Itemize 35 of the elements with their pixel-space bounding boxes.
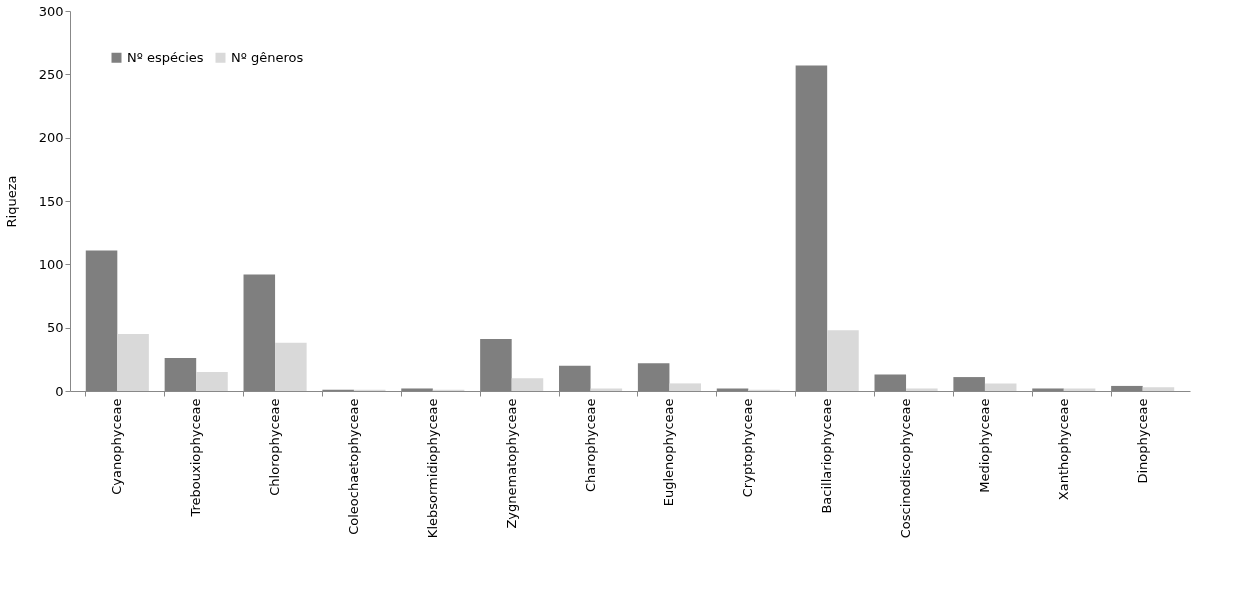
bar bbox=[196, 372, 228, 391]
x-tick-label: Klebsormidiophyceae bbox=[424, 398, 440, 539]
x-tick-label: Coleochaetophyceae bbox=[345, 398, 361, 535]
x-tick-label: Mediophyceae bbox=[976, 398, 992, 493]
x-tick-label: Bacillariophyceae bbox=[819, 398, 835, 514]
y-tick-label: 250 bbox=[38, 66, 64, 82]
y-tick-label: 50 bbox=[46, 320, 64, 336]
bar bbox=[827, 330, 859, 391]
x-tick-label: Euglenophyceae bbox=[661, 398, 677, 507]
legend-label: Nº gêneros bbox=[231, 49, 304, 65]
bar bbox=[511, 378, 544, 391]
y-tick-label: 0 bbox=[55, 383, 64, 399]
bar bbox=[906, 388, 938, 391]
y-tick-label: 300 bbox=[38, 3, 64, 19]
x-tick-label: Coscinodiscophyceae bbox=[898, 398, 914, 539]
y-tick-label: 100 bbox=[38, 256, 64, 272]
x-tick-label: Trebouxiophyceae bbox=[188, 398, 204, 518]
y-axis-title: Riqueza bbox=[3, 175, 19, 228]
x-tick-label: Xanthophyceae bbox=[1055, 398, 1071, 501]
legend-label: Nº espécies bbox=[127, 49, 204, 65]
y-tick-label: 200 bbox=[38, 130, 64, 146]
x-tick-label: Dinophyceae bbox=[1134, 398, 1150, 484]
x-tick-label: Zygnematophyceae bbox=[503, 398, 519, 529]
bar bbox=[117, 334, 149, 391]
y-tick-label: 150 bbox=[38, 193, 64, 209]
bar bbox=[984, 383, 1017, 391]
x-tick-label: Cryptophyceae bbox=[740, 398, 756, 498]
x-tick-label: Charophyceae bbox=[582, 398, 598, 493]
bar bbox=[1142, 387, 1175, 391]
bar bbox=[590, 388, 623, 391]
x-tick-label: Chlorophyceae bbox=[267, 398, 283, 496]
bar bbox=[669, 383, 701, 391]
bar bbox=[275, 342, 307, 391]
x-tick-label: Cyanophyceae bbox=[109, 398, 125, 495]
bar bbox=[1063, 388, 1096, 391]
